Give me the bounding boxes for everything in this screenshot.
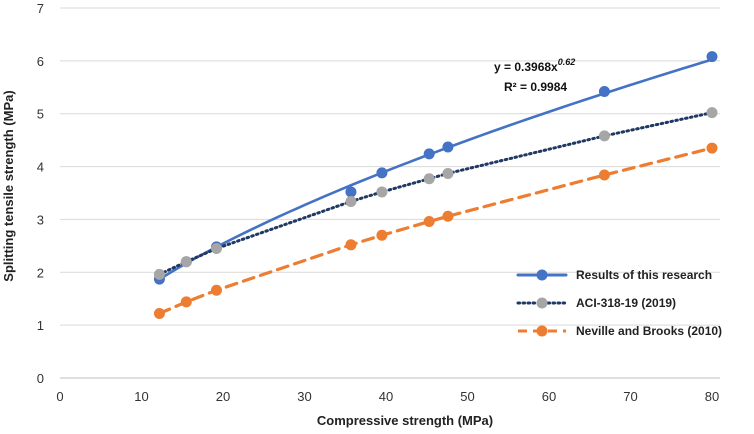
series-results-point [345,186,357,198]
y-tick-label-5: 5 [37,107,44,122]
series-results-point [598,86,610,98]
y-tick-label-4: 4 [37,160,44,175]
x-tick-label-10: 10 [134,389,148,404]
series-aci-line [157,111,714,276]
y-tick-label-0: 0 [37,371,44,386]
x-axis-title: Compressive strength (MPa) [317,413,493,428]
legend-label: Results of this research [576,268,712,282]
series-neville-point [210,284,222,296]
y-tick-labels: 0 1 2 3 4 5 6 7 [37,1,44,386]
series-neville-point [345,239,357,251]
series-results-point [442,141,454,153]
series-aci-point [442,167,454,179]
fit-equation-exponent: 0.62 [558,57,576,67]
x-tick-label-70: 70 [623,389,637,404]
series-neville [153,142,718,320]
x-tick-label-20: 20 [216,389,230,404]
legend-marker [536,297,548,309]
series-neville-point [423,216,435,228]
fit-r-squared: R² = 0.9984 [504,80,567,94]
legend: Results of this research ACI-318-19 (2019… [516,268,722,338]
series-aci-point [423,173,435,185]
x-tick-label-40: 40 [379,389,393,404]
y-tick-label-3: 3 [37,212,44,227]
y-tick-label-6: 6 [37,54,44,69]
series-neville-line [157,146,714,316]
x-tick-label-80: 80 [705,389,719,404]
x-tick-labels: 0 10 20 30 40 50 60 70 80 [56,389,719,404]
legend-label: ACI-318-19 (2019) [576,296,676,310]
x-tick-label-30: 30 [297,389,311,404]
y-tick-label-7: 7 [37,1,44,16]
series-results-point [376,167,388,179]
series-neville-point [180,296,192,308]
x-tick-label-50: 50 [460,389,474,404]
series-neville-point [598,169,610,181]
fit-equation: y = 0.3968x0.62 [494,57,575,74]
legend-label: Neville and Brooks (2010) [576,324,722,338]
legend-item-results: Results of this research [516,268,712,282]
series-aci-point [180,256,192,268]
series-aci-point [706,107,718,119]
series-neville-point [153,308,165,320]
legend-item-aci: ACI-318-19 (2019) [516,296,676,310]
series-aci [153,107,718,280]
series-aci-point [210,243,222,254]
series-aci-point [153,268,165,280]
y-tick-label-1: 1 [37,318,44,333]
series-results-point [706,51,718,63]
legend-marker [536,325,548,337]
series-results-point [423,148,435,160]
y-axis-title: Splitting tensile strength (MPa) [1,90,16,281]
series-aci-point [345,195,357,207]
legend-marker [536,269,548,281]
series-aci-point [598,130,610,142]
series-neville-point [442,210,454,222]
series-neville-point [376,229,388,241]
legend-item-neville: Neville and Brooks (2010) [518,324,722,338]
series-layer [153,51,718,320]
y-tick-label-2: 2 [37,265,44,280]
fit-equation-base: y = 0.3968x [494,60,558,74]
series-neville-point [706,142,718,154]
series-results-trendline [158,58,713,281]
x-tick-label-60: 60 [542,389,556,404]
x-tick-label-0: 0 [56,389,63,404]
series-aci-point [376,186,388,198]
